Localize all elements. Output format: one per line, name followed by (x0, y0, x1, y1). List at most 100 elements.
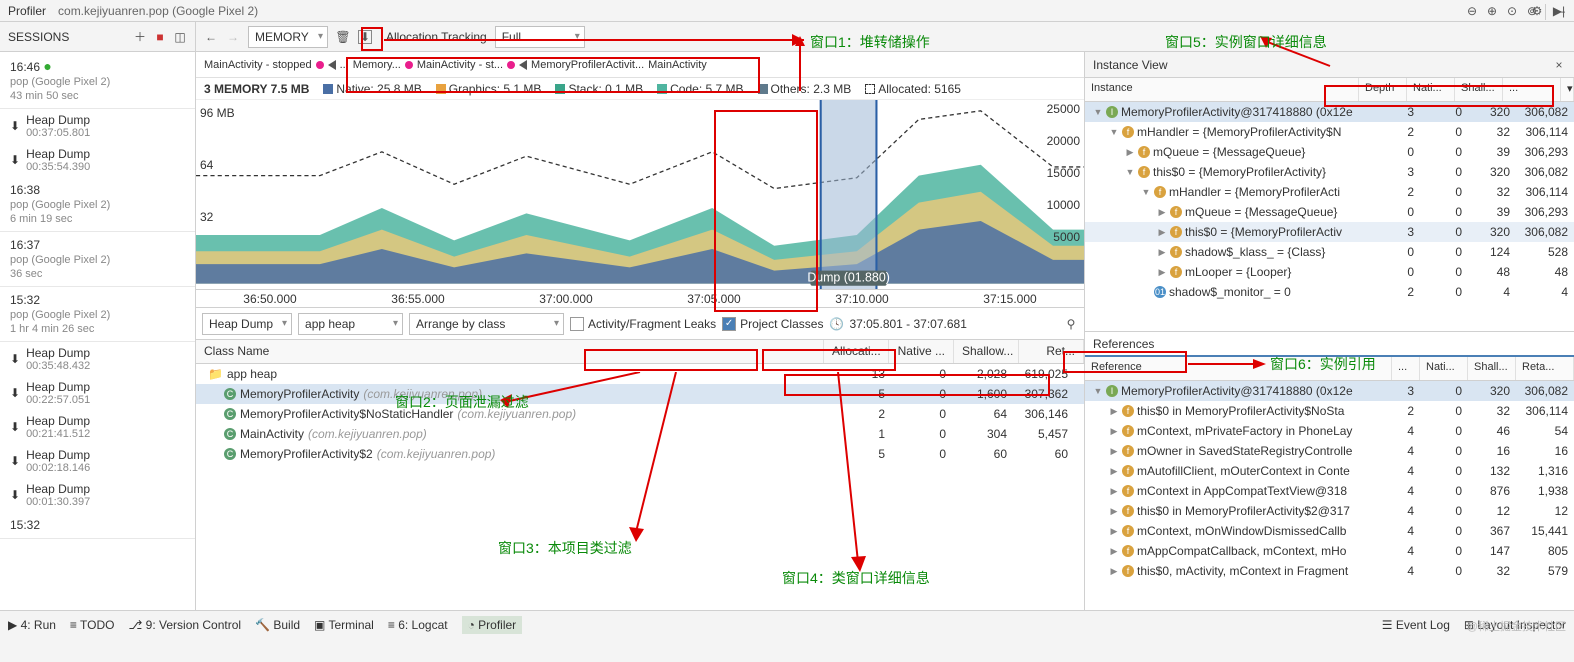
memory-chart[interactable]: 96 MB6432 250002000015000100005000 Dump … (196, 100, 1084, 290)
heap-dump-item[interactable]: ⬇Heap Dump00:01:30.397 (0, 478, 195, 512)
heap-dump-item[interactable]: ⬇Heap Dump00:35:54.390 (0, 143, 195, 177)
tree-row[interactable]: ▶f mContext, mOnWindowDismissedCallb4036… (1085, 521, 1574, 541)
tree-row[interactable]: ▶f mQueue = {MessageQueue}0039306,293 (1085, 142, 1574, 162)
tree-row[interactable]: ▼I MemoryProfilerActivity@317418880 (0x1… (1085, 381, 1574, 401)
references-header[interactable]: References (1085, 331, 1574, 357)
tree-row[interactable]: ▼f this$0 = {MemoryProfilerActivity}3032… (1085, 162, 1574, 182)
sessions-sidebar: 16:46 ●pop (Google Pixel 2)43 min 50 sec… (0, 52, 196, 610)
heap-dump-icon: ⬇ (10, 119, 20, 133)
tree-row[interactable]: ▶f mAutofillClient, mOuterContext in Con… (1085, 461, 1574, 481)
reference-tree[interactable]: ▼I MemoryProfilerActivity@317418880 (0x1… (1085, 381, 1574, 610)
stop-icon[interactable]: ■ (153, 30, 167, 44)
fit-icon[interactable]: ⊚ (1525, 4, 1539, 18)
close-instance-icon[interactable]: × (1552, 58, 1566, 72)
heap-dump-icon: ⬇ (10, 488, 20, 502)
clock-icon: 🕓 (829, 317, 843, 331)
svg-text:Dump (01.880): Dump (01.880) (807, 270, 890, 284)
heap-dump-icon: ⬇ (10, 352, 20, 366)
tree-row[interactable]: ▼I MemoryProfilerActivity@317418880 (0x1… (1085, 102, 1574, 122)
tree-row[interactable]: ▶f shadow$_klass_ = {Class}00124528 (1085, 242, 1574, 262)
tree-row[interactable]: ▶f mQueue = {MessageQueue}0039306,293 (1085, 202, 1574, 222)
tree-row[interactable]: ▼f mHandler = {MemoryProfilerActivity$N2… (1085, 122, 1574, 142)
app-title: Profiler (8, 4, 46, 18)
arrange-combo[interactable]: Arrange by class (409, 313, 564, 335)
time-axis: 36:50.00036:55.00037:00.00037:05.00037:1… (196, 290, 1084, 308)
heap-dump-item[interactable]: ⬇Heap Dump00:22:57.051 (0, 376, 195, 410)
tree-row[interactable]: ▶f mContext, mPrivateFactory in PhoneLay… (1085, 421, 1574, 441)
live-icon[interactable]: ▶| (1552, 4, 1566, 18)
sessions-label: SESSIONS (8, 30, 69, 44)
heap-dump-item[interactable]: ⬇Heap Dump00:35:48.432 (0, 342, 195, 376)
reference-columns: Reference ... Nati... Shall... Reta... (1085, 357, 1574, 381)
class-row[interactable]: C MemoryProfilerActivity (com.kejiyuanre… (196, 384, 1084, 404)
alloc-tracking-label: Allocation Tracking (386, 30, 487, 44)
app-heap-combo[interactable]: app heap (298, 313, 403, 335)
title-bar: Profiler com.kejiyuanren.pop (Google Pix… (0, 0, 1574, 22)
session-item[interactable]: 15:32pop (Google Pixel 2)1 hr 4 min 26 s… (0, 287, 195, 342)
dump-icon[interactable]: ⬇ (358, 30, 372, 44)
memory-combo[interactable]: MEMORY (248, 26, 328, 48)
tracking-mode-combo[interactable]: Full (495, 26, 585, 48)
session-item[interactable]: 16:37pop (Google Pixel 2)36 sec (0, 232, 195, 287)
reset-zoom-icon[interactable]: ⊙ (1505, 4, 1519, 18)
tree-row[interactable]: ▶f this$0 in MemoryProfilerActivity$2@31… (1085, 501, 1574, 521)
tree-row[interactable]: ▶f mLooper = {Looper}004848 (1085, 262, 1574, 282)
heap-dump-combo[interactable]: Heap Dump (202, 313, 292, 335)
forward-icon[interactable]: → (226, 30, 240, 44)
leaks-checkbox[interactable]: Activity/Fragment Leaks (570, 317, 716, 331)
run-tab[interactable]: ▶ 4: Run (8, 618, 56, 632)
zoom-in-icon[interactable]: ⊕ (1485, 4, 1499, 18)
memory-legend: 3 MEMORY 7.5 MBNative: 25.8 MBGraphics: … (196, 78, 1084, 100)
heap-dump-icon: ⬇ (10, 386, 20, 400)
tree-row[interactable]: ▶f this$0 in MemoryProfilerActivity$NoSt… (1085, 401, 1574, 421)
build-tab[interactable]: 🔨 Build (255, 618, 300, 632)
instance-columns: Instance Depth Nati... Shall... ...▾ (1085, 78, 1574, 102)
toolbar: SESSIONS ＋ ■ ◫ ← → MEMORY 🗑 ⬇ Allocation… (0, 22, 1574, 52)
profiler-tab[interactable]: ◔ Profiler (462, 616, 523, 634)
back-icon[interactable]: ← (204, 30, 218, 44)
tree-row[interactable]: ▶f mAppCompatCallback, mContext, mHo4014… (1085, 541, 1574, 561)
terminal-tab[interactable]: ▣ Terminal (314, 618, 374, 632)
bottom-toolbar: ▶ 4: Run ≡ TODO ⎇ 9: Version Control 🔨 B… (0, 610, 1574, 638)
class-table-header: Class Name Allocati... Native ... Shallo… (196, 340, 1084, 364)
tree-row[interactable]: ▼f mHandler = {MemoryProfilerActi2032306… (1085, 182, 1574, 202)
instance-panel: Instance View × Instance Depth Nati... S… (1084, 52, 1574, 610)
tree-row[interactable]: ▶f mOwner in SavedStateRegistryControlle… (1085, 441, 1574, 461)
zoom-out-icon[interactable]: ⊖ (1465, 4, 1479, 18)
package-name: com.kejiyuanren.pop (Google Pixel 2) (58, 4, 258, 18)
class-row[interactable]: C MainActivity (com.kejiyuanren.pop)1030… (196, 424, 1084, 444)
tree-row[interactable]: 01 shadow$_monitor_ = 02044 (1085, 282, 1574, 302)
add-session-icon[interactable]: ＋ (133, 30, 147, 44)
project-classes-checkbox[interactable]: ✓Project Classes (722, 317, 823, 331)
class-table-body[interactable]: 📁 app heap 1302,028619,025C MemoryProfil… (196, 364, 1084, 610)
heap-dump-item[interactable]: ⬇Heap Dump00:02:18.146 (0, 444, 195, 478)
heap-dump-icon: ⬇ (10, 420, 20, 434)
trash-icon[interactable]: 🗑 (336, 30, 350, 44)
instance-tree[interactable]: ▼I MemoryProfilerActivity@317418880 (0x1… (1085, 102, 1574, 331)
memory-panel: MainActivity - stopped...Memory...MainAc… (196, 52, 1084, 610)
heap-dump-icon: ⬇ (10, 153, 20, 167)
tree-row[interactable]: ▶f mContext in AppCompatTextView@3184087… (1085, 481, 1574, 501)
session-item[interactable]: 16:38pop (Google Pixel 2)6 min 19 sec (0, 177, 195, 232)
session-item[interactable]: 16:46 ●pop (Google Pixel 2)43 min 50 sec (0, 52, 195, 109)
class-row[interactable]: 📁 app heap 1302,028619,025 (196, 364, 1084, 384)
activity-timeline: MainActivity - stopped...Memory...MainAc… (196, 52, 1084, 78)
todo-tab[interactable]: ≡ TODO (70, 618, 115, 632)
event-log[interactable]: ☰ Event Log (1382, 618, 1450, 632)
filter-icon[interactable]: ⚲ (1064, 317, 1078, 331)
class-row[interactable]: C MemoryProfilerActivity$2 (com.kejiyuan… (196, 444, 1084, 464)
heap-dump-filter-bar: Heap Dump app heap Arrange by class Acti… (196, 308, 1084, 340)
session-item[interactable]: 15:32 (0, 512, 195, 539)
class-row[interactable]: C MemoryProfilerActivity$NoStaticHandler… (196, 404, 1084, 424)
logcat-tab[interactable]: ≡ 6: Logcat (388, 618, 448, 632)
time-range: 37:05.801 - 37:07.681 (849, 317, 966, 331)
collapse-icon[interactable]: ◫ (173, 30, 187, 44)
tree-row[interactable]: ▶f this$0, mActivity, mContext in Fragme… (1085, 561, 1574, 581)
vc-tab[interactable]: ⎇ 9: Version Control (129, 618, 242, 632)
instance-view-header: Instance View × (1085, 52, 1574, 78)
tree-row[interactable]: ▶f this$0 = {MemoryProfilerActiv30320306… (1085, 222, 1574, 242)
heap-dump-icon: ⬇ (10, 454, 20, 468)
heap-dump-item[interactable]: ⬇Heap Dump00:21:41.512 (0, 410, 195, 444)
watermark: @稀土掘金技术社区 (1467, 618, 1566, 634)
heap-dump-item[interactable]: ⬇Heap Dump00:37:05.801 (0, 109, 195, 143)
